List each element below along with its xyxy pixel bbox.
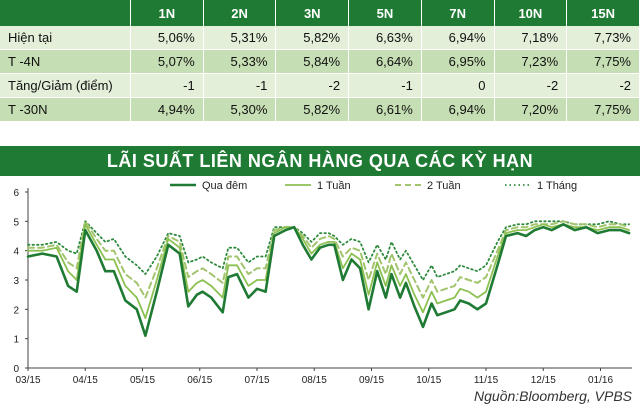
table-cell: 5,33% bbox=[203, 49, 277, 74]
table-cell: 0 bbox=[421, 73, 495, 98]
chart-legend: Qua đêm 1 Tuần 2 Tuần 1 Tháng bbox=[170, 180, 577, 192]
x-tick-label: 07/15 bbox=[244, 375, 269, 386]
table-cell: 7,20% bbox=[494, 97, 568, 122]
yield-table: 1N 2N 3N 5N 7N 10N 15N Hiện tại 5,06% 5,… bbox=[0, 0, 640, 122]
table-cell: 7,23% bbox=[494, 49, 568, 74]
header-cell: 1N bbox=[130, 0, 204, 26]
table-cell: 7,75% bbox=[566, 97, 640, 122]
y-tick-label: 4 bbox=[13, 247, 19, 258]
y-tick-label: 0 bbox=[13, 364, 19, 375]
x-tick-label: 05/15 bbox=[130, 375, 155, 386]
row-label: T -30N bbox=[0, 97, 131, 122]
table-cell: -2 bbox=[275, 73, 350, 98]
table-row: Hiện tại 5,06% 5,31% 5,82% 6,63% 6,94% 7… bbox=[0, 26, 640, 50]
table-cell: 6,95% bbox=[421, 49, 495, 74]
table-row: Tăng/Giảm (điểm) -1 -1 -2 -1 0 -2 -2 bbox=[0, 73, 640, 98]
series-line-1 bbox=[26, 222, 631, 337]
series-line-2 bbox=[27, 223, 630, 320]
series-line-3 bbox=[27, 220, 631, 299]
header-cell: 10N bbox=[494, 0, 568, 26]
table-cell: 6,64% bbox=[348, 49, 422, 74]
table-cell: -1 bbox=[348, 73, 422, 98]
x-tick-label: 04/15 bbox=[73, 375, 98, 386]
header-cell: 7N bbox=[421, 0, 495, 26]
table-cell: 5,31% bbox=[203, 26, 277, 50]
table-cell: -2 bbox=[566, 73, 640, 98]
table-cell: 5,84% bbox=[275, 49, 350, 74]
header-cell: 5N bbox=[348, 0, 422, 26]
row-label: Hiện tại bbox=[0, 26, 131, 50]
table-cell: 5,82% bbox=[275, 97, 350, 122]
x-axis: 03/15 04/15 05/15 06/15 07/15 08/15 09/15 10/15… bbox=[15, 367, 632, 386]
table-cell: 6,94% bbox=[421, 97, 495, 122]
table-cell: 6,61% bbox=[348, 97, 422, 122]
chart-title: LÃI SUẤT LIÊN NGÂN HÀNG QUA CÁC KỲ HẠN bbox=[0, 146, 640, 176]
legend-label: Qua đêm bbox=[202, 180, 247, 192]
y-tick-label: 3 bbox=[13, 276, 19, 287]
table-cell: 6,63% bbox=[348, 26, 422, 50]
table-cell: 5,07% bbox=[130, 49, 204, 74]
y-tick-label: 1 bbox=[13, 335, 19, 346]
table-cell: 7,75% bbox=[566, 49, 640, 74]
table-cell: 7,73% bbox=[566, 26, 640, 50]
table-cell: 5,82% bbox=[275, 26, 350, 50]
header-cell: 3N bbox=[275, 0, 350, 26]
table-cell: 5,06% bbox=[130, 26, 204, 50]
x-tick-label: 06/15 bbox=[187, 375, 212, 386]
table-row: T -4N 5,07% 5,33% 5,84% 6,64% 6,95% 7,23… bbox=[0, 49, 640, 74]
x-tick-label: 10/15 bbox=[416, 375, 441, 386]
x-tick-label: 03/15 bbox=[15, 375, 40, 386]
x-tick-label: 08/15 bbox=[302, 375, 327, 386]
legend-label: 1 Tuần bbox=[317, 180, 351, 192]
table-cell: 4,94% bbox=[130, 97, 204, 122]
source-note: Nguồn:Bloomberg, VPBS bbox=[474, 388, 632, 404]
series-lines bbox=[26, 220, 631, 337]
y-tick-label: 6 bbox=[13, 188, 19, 199]
y-tick-label: 5 bbox=[13, 217, 19, 228]
table-header-row: 1N 2N 3N 5N 7N 10N 15N bbox=[0, 0, 640, 26]
table-cell: 6,94% bbox=[421, 26, 495, 50]
header-cell: 15N bbox=[566, 0, 640, 26]
y-tick-label: 2 bbox=[13, 305, 19, 316]
x-tick-label: 09/15 bbox=[359, 375, 384, 386]
header-cell: 2N bbox=[203, 0, 277, 26]
x-tick-label: 12/15 bbox=[531, 375, 556, 386]
row-label: Tăng/Giảm (điểm) bbox=[0, 73, 131, 98]
table-cell: 7,18% bbox=[494, 26, 568, 50]
row-label: T -4N bbox=[0, 49, 131, 74]
series-line-4 bbox=[27, 220, 630, 281]
x-tick-label: 01/16 bbox=[588, 375, 613, 386]
interbank-rate-chart: Qua đêm 1 Tuần 2 Tuần 1 Tháng 0 1 2 3 4 5 6 03/15… bbox=[13, 180, 632, 386]
table-cell: -1 bbox=[203, 73, 277, 98]
table-cell: 5,30% bbox=[203, 97, 277, 122]
x-tick-label: 11/15 bbox=[474, 375, 499, 386]
table-cell: -2 bbox=[494, 73, 568, 98]
table-cell: -1 bbox=[130, 73, 204, 98]
table-row: T -30N 4,94% 5,30% 5,82% 6,61% 6,94% 7,2… bbox=[0, 97, 640, 122]
y-axis: 0 1 2 3 4 5 6 bbox=[13, 188, 29, 375]
legend-label: 2 Tuần bbox=[427, 180, 461, 192]
legend-label: 1 Tháng bbox=[537, 180, 577, 192]
header-cell bbox=[0, 0, 131, 26]
